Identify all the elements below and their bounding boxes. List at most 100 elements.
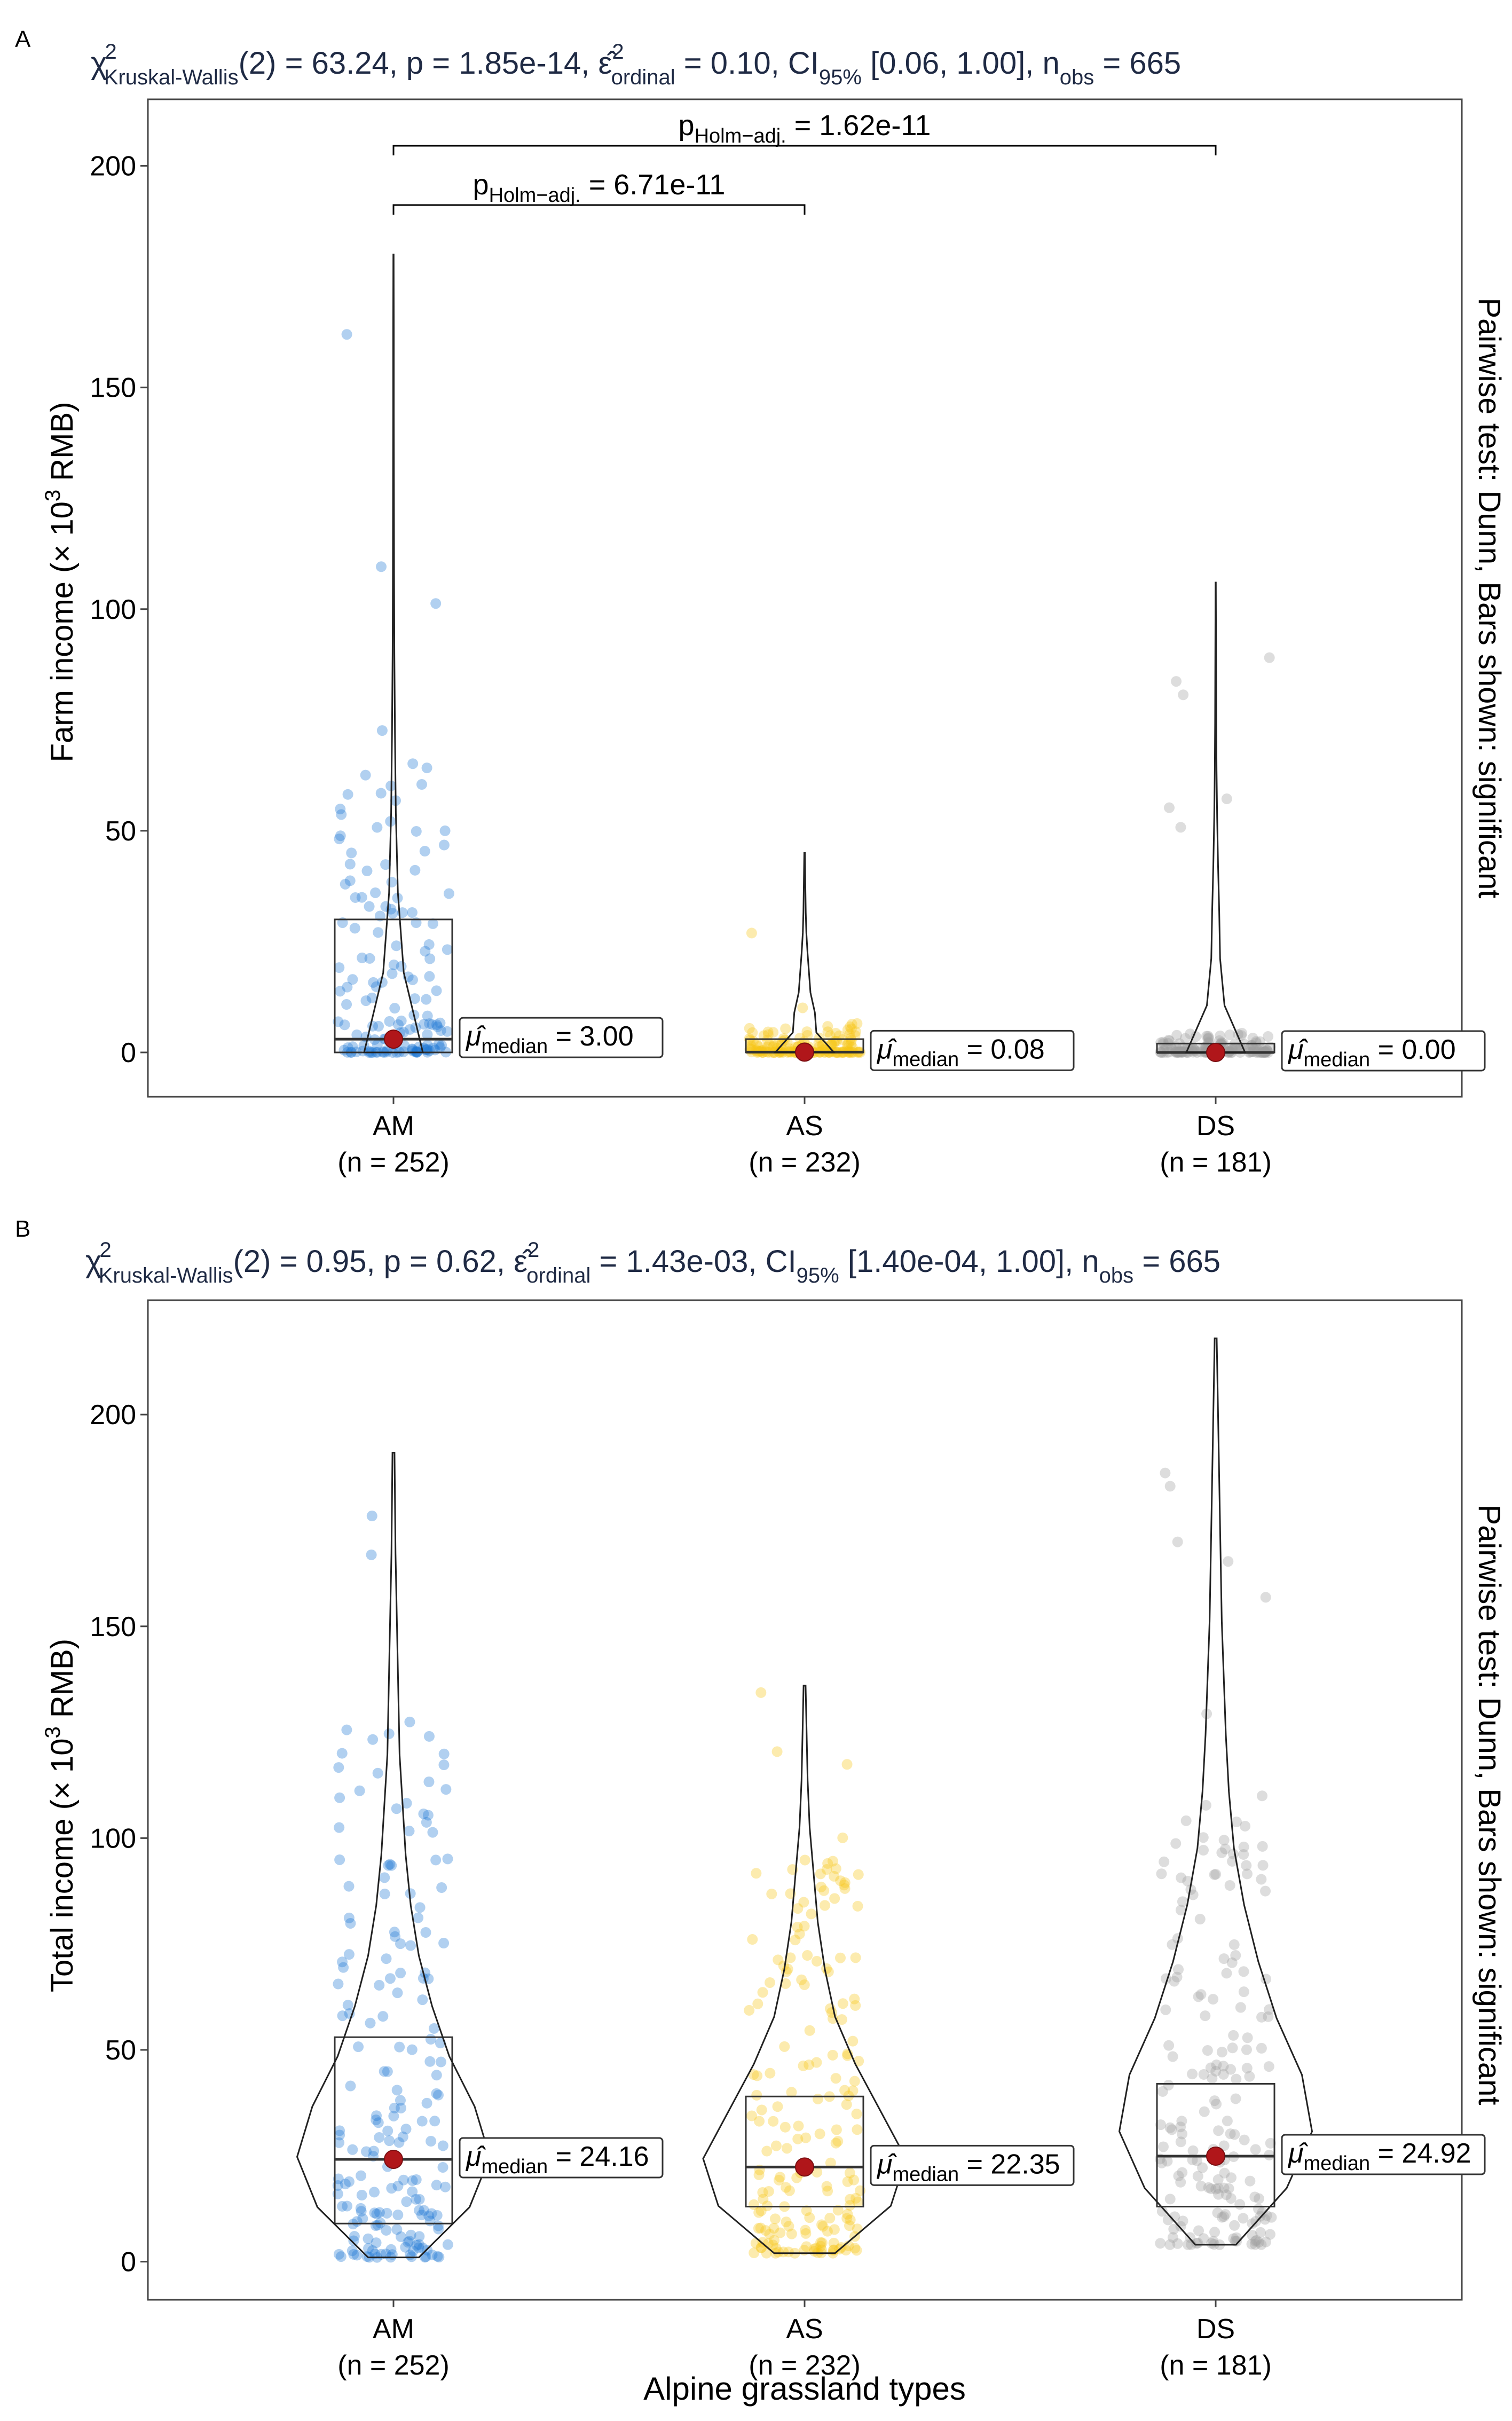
data-point (338, 1962, 349, 1973)
data-point (814, 1041, 825, 1052)
data-point (813, 2093, 824, 2104)
data-point (842, 1039, 853, 1050)
significance-bracket (392, 204, 806, 215)
data-point (339, 1019, 350, 1031)
median-value: = 22.35 (959, 2149, 1060, 2180)
data-point (1251, 2235, 1262, 2246)
p-subscript: Holm−adj. (695, 125, 786, 147)
data-point (753, 2223, 764, 2234)
data-point (1191, 2238, 1202, 2249)
data-point (334, 962, 345, 973)
data-point (1206, 2183, 1217, 2195)
data-point (1263, 2061, 1274, 2072)
significance-bracket (392, 145, 1217, 155)
data-point (852, 1018, 863, 1029)
data-point (435, 1017, 446, 1028)
data-point (851, 2245, 862, 2256)
panel-b-right-label: Pairwise test: Dunn, Bars shown: signifi… (1472, 1504, 1507, 2105)
data-point (1247, 1033, 1258, 1044)
data-point (347, 974, 358, 985)
data-point (341, 1724, 352, 1735)
data-point (422, 1040, 433, 1051)
data-point (845, 1021, 856, 1032)
chi-sub: Kruskal-Wallis (99, 1264, 233, 1287)
data-point (419, 2205, 430, 2216)
box-am (334, 2036, 453, 2225)
data-point (835, 1952, 846, 1963)
data-point (849, 2243, 861, 2254)
data-point (365, 2017, 376, 2029)
data-point (380, 859, 391, 870)
data-point (1221, 1968, 1232, 1979)
data-point (1230, 1950, 1241, 1961)
data-point (411, 2174, 422, 2185)
data-point (404, 2236, 415, 2247)
data-point (1163, 2080, 1174, 2091)
data-point (1220, 2189, 1232, 2200)
data-point (1208, 1994, 1219, 2005)
data-point (753, 1041, 765, 1052)
data-point (1231, 2236, 1242, 2247)
data-point (1215, 1030, 1226, 1041)
data-point (839, 2085, 850, 2096)
data-point (416, 779, 427, 790)
median-point (1206, 2146, 1225, 2166)
data-point (1172, 2238, 1183, 2249)
median-label-text: μ̂median = 24.92 (1287, 2138, 1471, 2175)
chi-symbol: χ (91, 46, 107, 81)
data-point (414, 2205, 425, 2216)
data-point (422, 1010, 433, 1021)
data-point (356, 892, 367, 903)
eps-sub: ordinal (611, 66, 675, 89)
data-point (1212, 2207, 1223, 2219)
data-point (395, 1938, 406, 1950)
y-tick-label: 200 (90, 1400, 136, 1430)
data-point (334, 986, 345, 997)
data-point (381, 1953, 392, 1964)
data-point (356, 2206, 367, 2217)
data-point (812, 2166, 823, 2178)
data-point (811, 1955, 822, 1967)
data-point (382, 2066, 393, 2077)
x-tick-label: DS (1196, 2314, 1235, 2345)
data-point (383, 1860, 394, 1871)
data-point (431, 985, 442, 996)
data-point (405, 1940, 416, 1951)
data-point (404, 1716, 415, 1727)
data-point (413, 1912, 424, 1923)
data-point (443, 888, 454, 899)
data-point (1156, 2157, 1168, 2168)
data-point (342, 981, 353, 993)
data-point (346, 847, 357, 859)
data-point (840, 2245, 852, 2256)
effect-value: = 0.10, CI (675, 46, 819, 81)
data-point (337, 1956, 348, 1968)
data-point (1177, 1042, 1188, 1053)
median-label-box (459, 1017, 664, 1058)
data-point (382, 2125, 393, 2136)
data-point (1167, 1939, 1178, 1950)
data-point (333, 1762, 344, 1773)
panel-a-x-axis: AM (n = 252) AS (n = 232) DS (n = 181) (337, 1097, 1272, 1178)
significance-label: pHolm−adj. = 1.62e-11 (679, 109, 931, 147)
data-point (796, 1974, 807, 1985)
panel-b-y-label-sup: 3 (41, 1726, 65, 1738)
data-point (1225, 2193, 1237, 2204)
data-point (1263, 1031, 1274, 1042)
data-point (432, 2251, 443, 2262)
data-point (423, 939, 435, 950)
data-point (744, 2005, 755, 2016)
data-point (1206, 2238, 1217, 2249)
data-point (1157, 2086, 1168, 2097)
data-point (427, 1827, 438, 1838)
data-point (1245, 2175, 1256, 2187)
data-point (394, 2041, 405, 2053)
data-point (1265, 2137, 1276, 2149)
data-point (751, 1038, 762, 1049)
data-point (341, 999, 352, 1010)
data-point (396, 1015, 407, 1026)
data-point (1211, 2059, 1222, 2070)
data-point (343, 2176, 355, 2187)
data-point (797, 1002, 808, 1013)
data-point (424, 953, 436, 964)
